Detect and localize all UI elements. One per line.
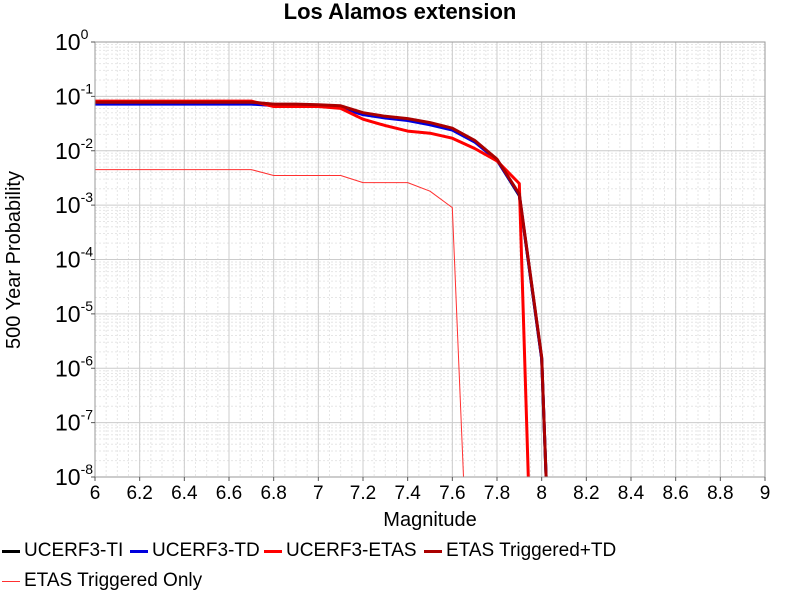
x-axis-label: Magnitude bbox=[383, 509, 476, 531]
series-line-etas-triggered-only bbox=[95, 169, 464, 478]
y-tick-label: 10-6 bbox=[55, 352, 93, 381]
y-tick-label: 10-2 bbox=[55, 135, 93, 164]
legend-item: UCERF3-ETAS bbox=[264, 538, 417, 564]
legend-item: ETAS Triggered+TD bbox=[424, 538, 616, 564]
series-layer bbox=[95, 99, 548, 478]
x-tick-label: 8.8 bbox=[707, 483, 733, 504]
chart: Los Alamos extension 6 6.2 6.4 6.6 6.8 7 7.2 7.… bbox=[3, 0, 771, 531]
legend-swatch bbox=[130, 549, 148, 553]
legend-label: UCERF3-ETAS bbox=[286, 540, 417, 561]
x-tick-label: 7.2 bbox=[350, 483, 376, 504]
legend-item: ETAS Triggered Only bbox=[2, 568, 202, 594]
x-tick-label: 8.2 bbox=[573, 483, 599, 504]
legend-label: UCERF3-TD bbox=[152, 540, 260, 561]
x-tick-label: 9 bbox=[760, 483, 771, 504]
y-tick-label: 10-4 bbox=[55, 244, 93, 273]
y-tick-label: 10-5 bbox=[55, 298, 93, 327]
x-axis-ticks: 6 6.2 6.4 6.6 6.8 7 7.2 7.4 7.6 7.8 8 8.2 8.4 8.6 8.8 9 bbox=[90, 477, 771, 504]
x-tick-label: 6 bbox=[90, 483, 101, 504]
legend-swatch bbox=[264, 549, 282, 553]
legend-swatch bbox=[424, 549, 442, 553]
y-tick-label: 10-3 bbox=[55, 189, 93, 218]
legend-item: UCERF3-TI bbox=[2, 538, 123, 564]
series-line-etas-triggered-td bbox=[95, 100, 548, 478]
x-tick-label: 6.6 bbox=[216, 483, 242, 504]
x-tick-label: 8.4 bbox=[618, 483, 645, 504]
x-tick-label: 7 bbox=[313, 483, 324, 504]
legend-label: ETAS Triggered+TD bbox=[446, 540, 617, 561]
y-tick-label: 100 bbox=[55, 26, 89, 55]
y-axis-label: 500 Year Probability bbox=[3, 171, 25, 349]
y-tick-label: 10-1 bbox=[55, 80, 93, 109]
x-tick-label: 6.8 bbox=[260, 483, 286, 504]
y-axis-ticks: 100 10-1 10-2 10-3 10-4 10-5 10-6 10-7 10-8 bbox=[55, 26, 95, 490]
x-tick-label: 8 bbox=[536, 483, 547, 504]
x-tick-label: 8.6 bbox=[662, 483, 688, 504]
legend-label: ETAS Triggered Only bbox=[24, 570, 203, 591]
legend-swatch bbox=[2, 549, 20, 553]
y-tick-label: 10-8 bbox=[55, 461, 93, 490]
x-tick-label: 7.4 bbox=[394, 483, 421, 504]
legend-swatch bbox=[2, 580, 20, 582]
x-tick-label: 6.4 bbox=[171, 483, 198, 504]
legend-label: UCERF3-TI bbox=[24, 540, 124, 561]
x-tick-label: 7.6 bbox=[439, 483, 465, 504]
chart-title: Los Alamos extension bbox=[284, 0, 517, 24]
y-tick-label: 10-7 bbox=[55, 407, 93, 436]
x-tick-label: 6.2 bbox=[126, 483, 152, 504]
x-tick-label: 7.8 bbox=[484, 483, 510, 504]
legend: UCERF3-TI UCERF3-TD UCERF3-ETAS ETAS Trigge… bbox=[0, 536, 800, 600]
legend-item: UCERF3-TD bbox=[130, 538, 260, 564]
